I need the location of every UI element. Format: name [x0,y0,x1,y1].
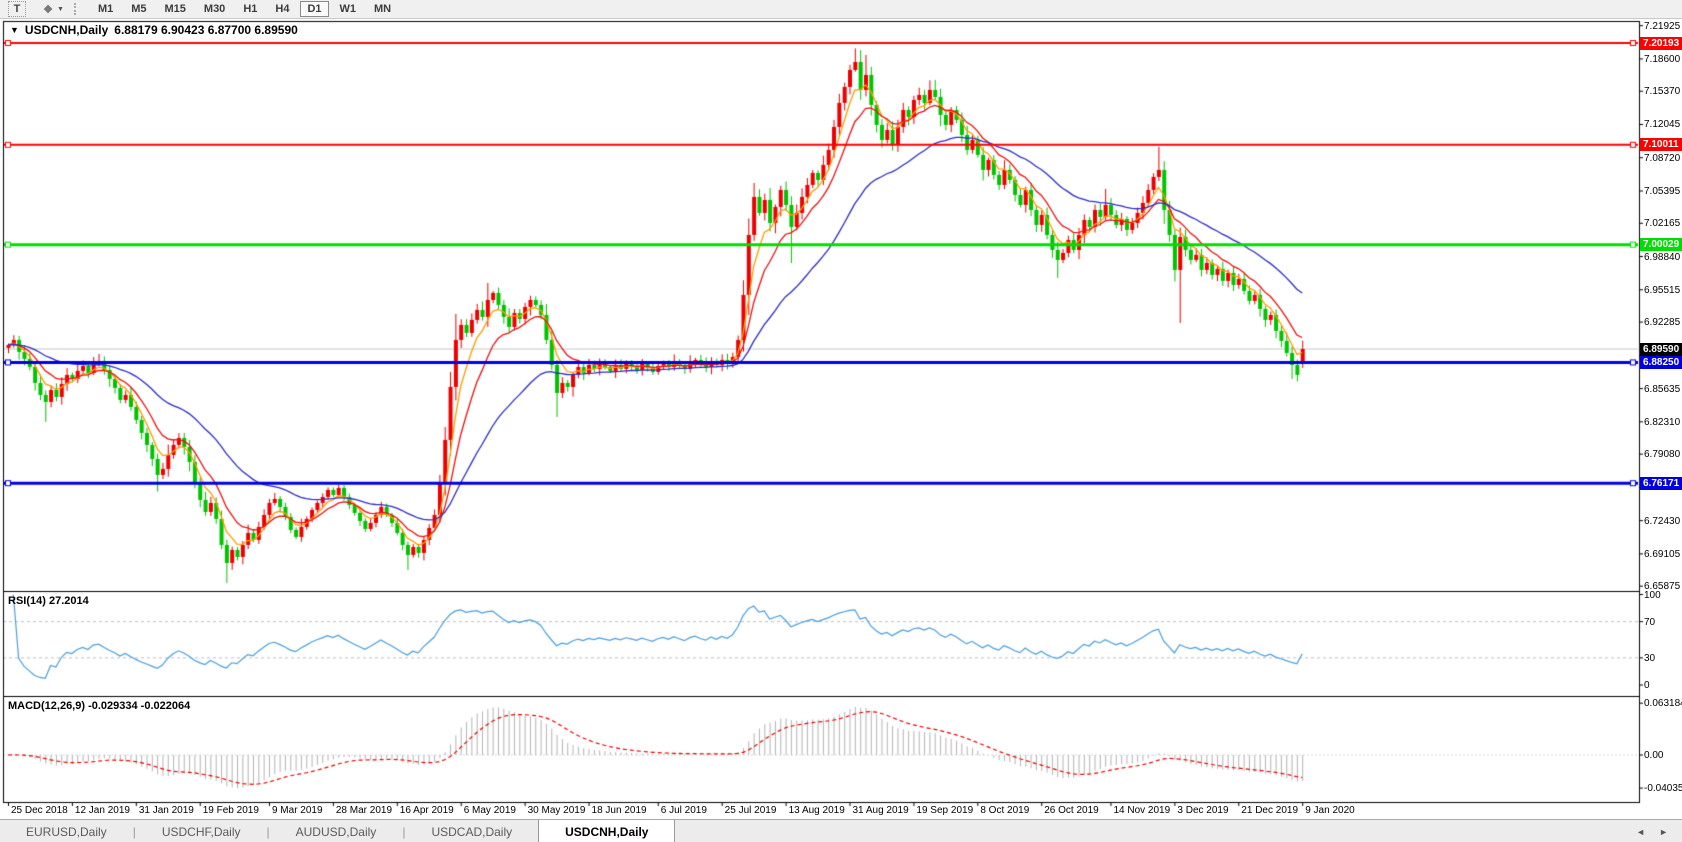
price-tick-label: 6.69105 [1644,548,1681,560]
price-level-badge: 7.10011 [1640,138,1682,152]
date-tick-label: 18 Jun 2019 [591,805,647,816]
price-tick-label: 6.88960 [1644,350,1682,361]
timeframe-button-mn[interactable]: MN [374,3,392,15]
timeframe-button-h4[interactable]: H4 [275,3,290,15]
timeframe-button-h1[interactable]: H1 [243,3,258,15]
price-tick-label: 6.82310 [1644,416,1681,428]
tab-separator: | [132,824,136,839]
date-tick-label: 13 Aug 2019 [788,805,845,816]
macd-level-label: 0.00 [1644,750,1664,761]
chart-tab-bar: EURUSD,Daily | USDCHF,Daily | AUDUSD,Daily | U… [0,819,1682,842]
price-level-badge: 7.20193 [1640,36,1682,50]
chart-symbol-label: USDCNH,Daily [24,23,109,37]
date-tick-label: 31 Jan 2019 [138,805,194,816]
date-tick-label: 26 Oct 2019 [1044,805,1099,816]
date-tick-label: 12 Jan 2019 [74,805,130,816]
macd-level-label: 0.063184 [1644,698,1682,710]
price-tick-label: 7.05395 [1644,185,1681,197]
timeframe-button-m30[interactable]: M30 [203,3,226,15]
price-tick-label: 6.65875 [1644,581,1681,593]
date-tick-label: 21 Dec 2019 [1241,805,1299,816]
macd-label: MACD(12,26,9) -0.029334 -0.022064 [8,700,191,712]
date-tick-label: 28 Mar 2019 [335,805,393,816]
tab-scroll-controls: ◄ ► [1636,820,1682,842]
tab-separator: | [402,824,406,839]
date-tick-label: 30 May 2019 [527,805,586,816]
price-level-badge: 6.76171 [1640,476,1682,490]
price-level-badge: 6.88250 [1640,355,1682,369]
date-tick-label: 14 Nov 2019 [1113,805,1171,816]
rsi-level-label: 100 [1644,589,1661,601]
price-level-badge: 7.00029 [1640,238,1682,252]
toolbar-grip[interactable] [73,3,81,15]
date-tick-label: 19 Sep 2019 [916,805,974,816]
chart-tab-usdcad[interactable]: USDCAD,Daily [431,824,513,839]
date-tick-label: 25 Jul 2019 [724,805,777,816]
timeframe-button-m1[interactable]: M1 [97,3,114,15]
date-tick-label: 3 Dec 2019 [1177,805,1229,816]
tab-scroll-left-icon[interactable]: ◄ [1636,826,1646,837]
price-tick-label: 7.18600 [1644,53,1681,65]
chart-tab-eurusd[interactable]: EURUSD,Daily [26,824,107,839]
price-tick-label: 6.85635 [1644,383,1681,395]
price-tick-label: 7.21925 [1644,20,1681,32]
chart-tab-usdcnh[interactable]: USDCNH,Daily [538,820,676,842]
timeframe-group: M1 M5 M15 M30 H1 H4 D1 W1 MN [89,1,400,17]
date-tick-label: 6 May 2019 [463,805,516,816]
chart-title: ▼ USDCNH,Daily 6.88179 6.90423 6.87700 6… [10,23,298,37]
tab-scroll-right-icon[interactable]: ► [1659,826,1668,837]
timeframe-button-w1[interactable]: W1 [339,3,357,15]
date-tick-label: 25 Dec 2018 [11,805,68,816]
date-tick-label: 31 Aug 2019 [852,805,909,816]
top-toolbar: T ❖ ▼ M1 M5 M15 M30 H1 H4 D1 W1 MN [0,0,1682,19]
date-tick-label: 9 Mar 2019 [271,805,323,816]
current-price-badge: 6.89590 [1640,342,1682,356]
chart-tab-usdchf[interactable]: USDCHF,Daily [161,824,241,839]
price-tick-label: 7.08720 [1644,152,1681,164]
rsi-level-label: 70 [1644,616,1656,628]
rsi-label: RSI(14) 27.2014 [8,595,89,607]
chart-tab-audusd[interactable]: AUDUSD,Daily [295,824,377,839]
price-tick-label: 6.95515 [1644,284,1681,296]
price-tick-label: 7.15370 [1644,86,1681,98]
price-tick-label: 6.72430 [1644,515,1681,527]
price-tick-label: 7.12045 [1644,119,1681,131]
objects-dropdown-caret[interactable]: ▼ [57,5,64,13]
price-tick-label: 7.02165 [1644,218,1681,230]
text-label-tool-icon[interactable]: T [8,1,26,17]
price-tick-label: 6.92285 [1644,317,1681,329]
price-tick-label: 6.79080 [1644,449,1681,461]
date-tick-label: 16 Apr 2019 [399,805,454,816]
macd-level-label: -0.040355 [1644,783,1682,795]
objects-tool-icon[interactable]: ❖ [43,3,53,16]
rsi-level-label: 0 [1644,680,1650,691]
date-tick-label: 19 Feb 2019 [202,805,259,816]
timeframe-button-m5[interactable]: M5 [131,3,147,15]
date-tick-label: 9 Jan 2020 [1305,805,1355,816]
date-tick-label: 8 Oct 2019 [980,805,1030,816]
chart-ohlc-values: 6.88179 6.90423 6.87700 6.89590 [114,23,298,37]
rsi-level-label: 30 [1644,652,1656,664]
timeframe-button-d1[interactable]: D1 [300,1,329,17]
price-tick-label: 6.98840 [1644,251,1681,263]
timeframe-button-m15[interactable]: M15 [164,3,186,15]
chart-menu-caret[interactable]: ▼ [10,25,19,35]
tab-separator: | [266,824,270,839]
date-tick-label: 6 Jul 2019 [660,805,707,816]
